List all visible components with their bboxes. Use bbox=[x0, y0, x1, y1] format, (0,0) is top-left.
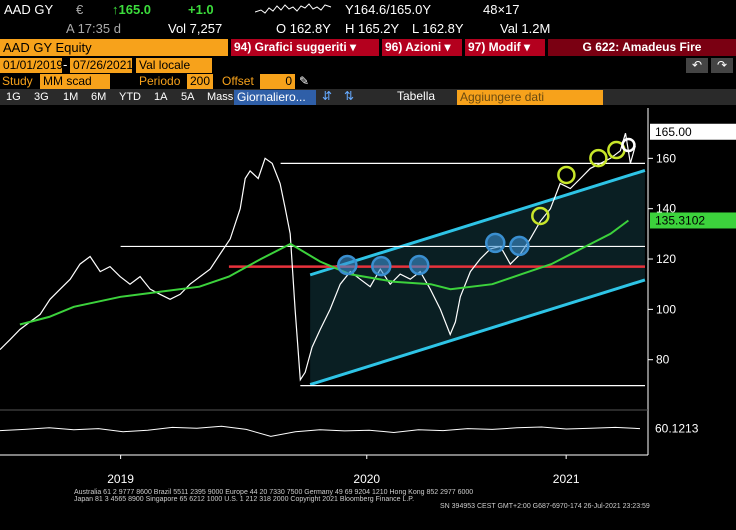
indicator-label: 60.1213 bbox=[655, 422, 699, 436]
last-value-box bbox=[650, 212, 736, 229]
open: O 162.8Y bbox=[276, 21, 331, 36]
add-data-input[interactable]: Aggiungere dati bbox=[457, 90, 603, 105]
annotation-marker bbox=[557, 165, 576, 185]
range-button[interactable]: Massi bbox=[207, 91, 236, 103]
price-change: +1.0 bbox=[188, 2, 214, 17]
annotation-marker bbox=[485, 232, 506, 254]
period-input[interactable]: 200 bbox=[187, 74, 213, 89]
x-tick-label: 2020 bbox=[353, 472, 380, 486]
annotation-marker bbox=[621, 137, 636, 153]
last-price: ↑165.0 bbox=[112, 2, 152, 17]
footer-text: Japan 81 3 4565 8900 Singapore 65 6212 1… bbox=[74, 496, 414, 503]
table-button[interactable]: Tabella bbox=[397, 89, 436, 103]
y-tick-label: 120 bbox=[656, 252, 676, 266]
annotation-marker bbox=[337, 254, 358, 276]
x-tick-label: 2021 bbox=[553, 472, 580, 486]
annotation-marker bbox=[371, 255, 392, 277]
function-title: G 622: Amadeus Fire bbox=[548, 39, 736, 56]
bid-ask: Y164.6/165.0Y bbox=[345, 2, 432, 17]
high: H 165.2Y bbox=[345, 21, 400, 36]
menu-button[interactable]: 96) Azioni ▾ bbox=[382, 39, 462, 56]
channel-line bbox=[309, 278, 646, 387]
range-button[interactable]: YTD bbox=[119, 91, 141, 103]
toolbar bbox=[0, 89, 736, 105]
redo-button[interactable]: ↷ bbox=[711, 58, 733, 73]
time: A 17:35 d bbox=[66, 21, 121, 36]
menu-button[interactable]: 94) Grafici suggeriti ▾ bbox=[231, 39, 379, 56]
y-tick-label: 80 bbox=[656, 353, 670, 367]
offset-label: Offset bbox=[222, 74, 254, 88]
annotation-marker bbox=[531, 206, 550, 226]
date-separator: - bbox=[63, 57, 68, 72]
chart-icon[interactable]: ⇵ bbox=[322, 89, 333, 103]
range-button[interactable]: 3G bbox=[34, 91, 49, 103]
sparkline bbox=[255, 3, 332, 14]
offset-input[interactable]: 0 bbox=[260, 74, 295, 89]
annotation-marker bbox=[589, 148, 608, 168]
volume: Vol 7,257 bbox=[168, 21, 223, 36]
channel-line bbox=[309, 168, 646, 277]
x-tick-label: 2019 bbox=[107, 472, 134, 486]
price-line bbox=[0, 133, 636, 382]
edit-icon[interactable]: ✎ bbox=[299, 74, 310, 88]
range-button[interactable]: 1G bbox=[6, 91, 21, 103]
range-button[interactable]: 1A bbox=[154, 91, 168, 103]
annotation-marker bbox=[509, 235, 530, 257]
end-date[interactable]: 07/26/2021 bbox=[70, 58, 133, 73]
frequency-select[interactable]: Giornaliero... bbox=[234, 90, 316, 105]
currency-select[interactable]: Val locale bbox=[136, 58, 212, 73]
menu-button[interactable]: 97) Modif ▾ bbox=[465, 39, 545, 56]
undo-button[interactable]: ↶ bbox=[686, 58, 708, 73]
security-input[interactable]: AAD GY Equity bbox=[0, 39, 228, 56]
y-tick-label: 140 bbox=[656, 202, 676, 216]
value-traded: Val 1.2M bbox=[500, 21, 551, 36]
bid-ask-size: 48×17 bbox=[483, 2, 520, 17]
channel-fill bbox=[310, 170, 645, 385]
annotation-marker bbox=[408, 254, 430, 276]
currency: € bbox=[76, 2, 84, 17]
study-select[interactable]: MM scad bbox=[40, 74, 110, 89]
ticker: AAD GY bbox=[4, 2, 54, 17]
study-label: Study bbox=[2, 74, 33, 88]
last-value-label: 165.00 bbox=[655, 125, 692, 139]
range-button[interactable]: 1M bbox=[63, 91, 79, 103]
low: L 162.8Y bbox=[412, 21, 464, 36]
footer-text: SN 394953 CEST GMT+2:00 G687-6970-174 26… bbox=[440, 503, 650, 510]
last-value-box bbox=[650, 123, 736, 140]
y-tick-label: 100 bbox=[656, 302, 676, 316]
period-label: Periodo bbox=[139, 74, 181, 88]
chart-icon[interactable]: ⇅ bbox=[344, 89, 355, 103]
price-line bbox=[19, 219, 629, 326]
footer-text: Australia 61 2 9777 8600 Brazil 5511 239… bbox=[74, 489, 473, 496]
last-value-label: 135.3102 bbox=[655, 213, 705, 227]
start-date[interactable]: 01/01/2019 bbox=[0, 58, 63, 73]
range-button[interactable]: 5A bbox=[181, 91, 195, 103]
indicator-line bbox=[0, 425, 641, 437]
y-tick-label: 160 bbox=[656, 151, 676, 165]
range-button[interactable]: 6M bbox=[91, 91, 107, 103]
